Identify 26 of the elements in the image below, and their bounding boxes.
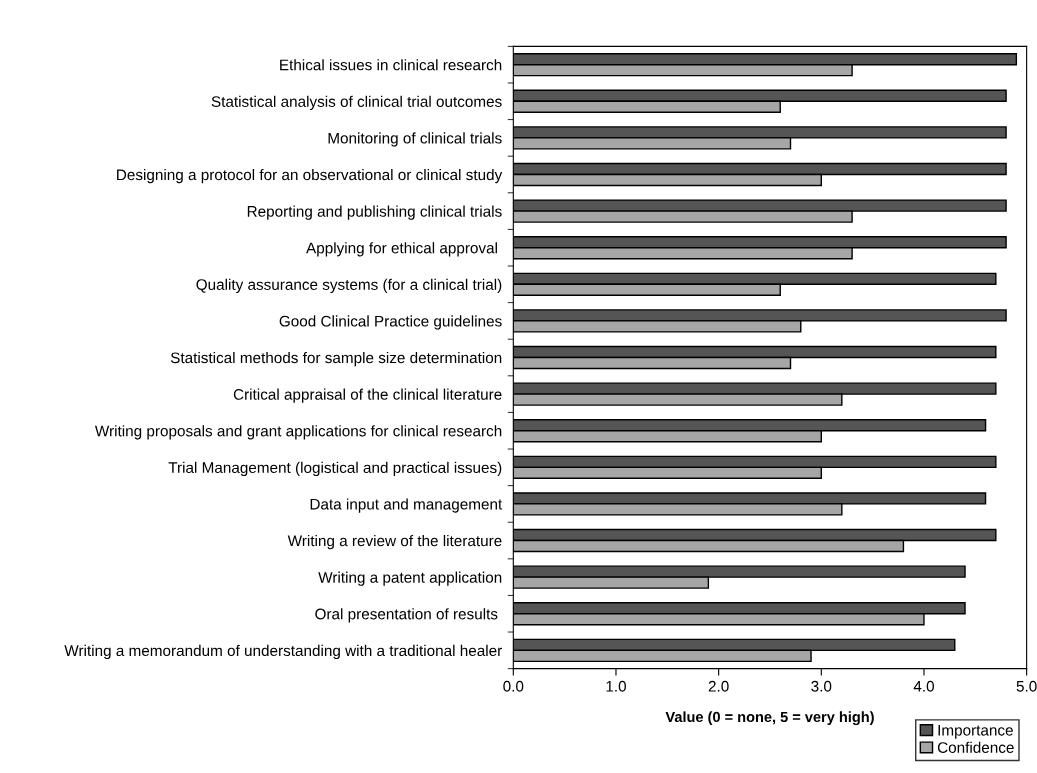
legend-label: Confidence [937,741,1014,753]
y-tick-label: Writing a patent application [318,571,502,586]
y-tick-label: Statistical analysis of clinical trial outcomes [211,95,502,110]
x-tick-label: 4.0 [913,680,934,692]
y-tick-label: Oral presentation of results [315,608,498,623]
y-tick-label: Trial Management (logistical and practical issues) [168,461,502,477]
y-tick-label: Ethical issues in clinical research [280,59,502,71]
legend-label: Importance [938,724,1013,739]
x-tick-label: 1.0 [606,680,626,692]
x-tick-label: 2.0 [708,680,729,692]
x-tick-label: 5.0 [1016,680,1037,692]
y-tick-label: Writing a memorandum of understanding with a traditional healer [64,644,502,660]
x-tick-label: 0.0 [503,680,524,692]
x-axis-title: Value (0 = none, 5 = very high) [665,711,874,726]
y-tick-label: Designing a protocol for an observational or clinical study [117,168,503,184]
y-tick-label: Quality assurance systems (for a clinical trial) [196,278,502,294]
y-tick-label: Statistical methods for sample size determination [170,351,502,367]
y-tick-label: Monitoring of clinical trials [328,132,502,147]
y-tick-label: Writing proposals and grant applications for clinical research [94,425,502,440]
y-tick-label: Reporting and publishing clinical trials [247,205,502,220]
y-tick-label: Good Clinical Practice guidelines [279,315,502,330]
x-tick-label: 3.0 [811,680,832,692]
y-tick-label: Critical appraisal of the clinical literature [233,388,502,403]
y-tick-label: Applying for ethical approval [306,242,497,257]
y-tick-label: Data input and management [310,498,503,513]
y-tick-label: Writing a review of the literature [287,535,502,550]
